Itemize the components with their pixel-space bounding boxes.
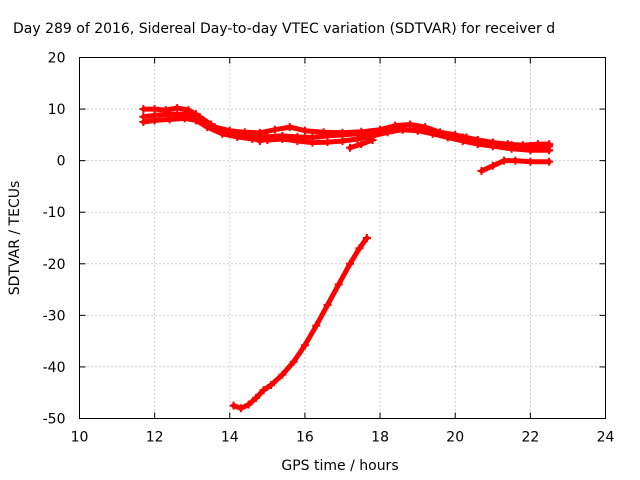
chart-title: Day 289 of 2016, Sidereal Day-to-day VTE… — [13, 21, 555, 37]
data-point — [278, 370, 287, 379]
data-point — [488, 142, 497, 151]
data-point — [270, 125, 279, 134]
data-point — [173, 104, 182, 113]
y-tick-label: -10 — [43, 205, 66, 221]
x-tick-label: 16 — [296, 430, 314, 446]
data-point — [338, 137, 347, 146]
y-tick-label: 0 — [57, 154, 66, 170]
y-axis-label: SDTVAR / TECUs — [7, 181, 23, 296]
data-point — [312, 321, 321, 330]
data-point — [526, 157, 535, 166]
data-point — [511, 156, 520, 165]
data-point — [357, 140, 366, 149]
data-point — [526, 146, 535, 155]
data-point — [308, 138, 317, 147]
data-point — [139, 117, 148, 126]
data-point — [398, 125, 407, 134]
data-point — [334, 280, 343, 289]
data-point — [477, 166, 486, 175]
data-point — [428, 129, 437, 138]
data-point — [507, 144, 516, 153]
x-tick-label: 22 — [521, 430, 539, 446]
data-point — [346, 259, 355, 268]
data-point — [458, 137, 467, 146]
data-point — [545, 157, 554, 166]
data-point — [323, 301, 332, 310]
data-point — [165, 115, 174, 124]
data-point — [473, 140, 482, 149]
data-point — [180, 114, 189, 123]
data-point — [229, 401, 238, 410]
data-point — [255, 137, 264, 146]
data-point — [244, 400, 253, 409]
x-tick-label: 18 — [371, 430, 389, 446]
data-point — [248, 133, 257, 142]
series-line-3 — [140, 115, 552, 153]
data-point — [443, 133, 452, 142]
grid — [79, 57, 606, 419]
data-point — [353, 134, 362, 143]
data-point — [191, 116, 200, 125]
data-point — [263, 134, 272, 143]
data-point — [218, 129, 227, 138]
data-point — [267, 380, 276, 389]
data-point — [252, 393, 261, 402]
series-group — [139, 104, 554, 413]
y-tick-label: 10 — [48, 102, 66, 118]
data-point — [259, 386, 268, 395]
data-point — [362, 234, 371, 242]
data-point — [346, 143, 355, 152]
y-tick-label: -40 — [43, 360, 66, 376]
y-tick-label: -50 — [43, 412, 66, 428]
data-point — [203, 123, 212, 132]
data-point — [413, 126, 422, 135]
data-point — [139, 105, 148, 114]
x-tick-label: 10 — [71, 430, 89, 446]
data-point — [289, 357, 298, 366]
x-tick-label: 14 — [221, 430, 239, 446]
data-point — [545, 146, 554, 155]
data-point — [237, 404, 246, 413]
x-tick-label: 12 — [146, 430, 164, 446]
data-point — [300, 341, 309, 350]
data-point — [285, 123, 294, 132]
y-tick-label: -30 — [43, 308, 66, 324]
y-tick-label: -20 — [43, 257, 66, 273]
data-point — [368, 136, 377, 145]
x-tick-label: 24 — [597, 430, 615, 446]
data-point — [300, 126, 309, 135]
data-point — [150, 116, 159, 125]
y-tick-label: 20 — [48, 51, 66, 67]
data-point — [500, 156, 509, 165]
plot-frame — [79, 57, 606, 419]
series-line-2 — [140, 111, 552, 149]
x-axis-label: GPS time / hours — [281, 458, 398, 474]
data-point — [406, 120, 415, 129]
data-point — [355, 244, 364, 253]
data-point — [383, 128, 392, 137]
data-point — [233, 132, 242, 141]
x-tick-label: 20 — [446, 430, 464, 446]
axis-ticks: 10 12 14 16 18 20 22 24 20 10 0 -10 -20 -30 -40 -50 — [43, 51, 615, 446]
data-point — [323, 138, 332, 147]
data-point — [278, 134, 287, 143]
data-point — [293, 137, 302, 146]
data-point — [488, 161, 497, 170]
